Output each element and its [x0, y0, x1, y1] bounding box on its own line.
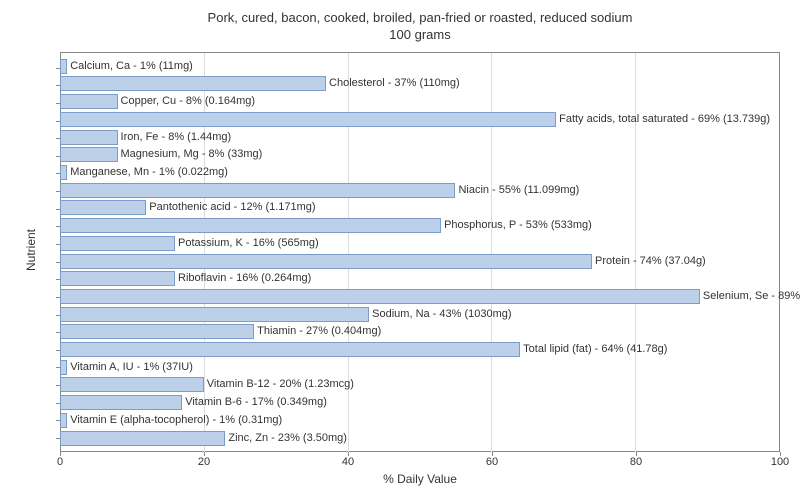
bar-row: Thiamin - 27% (0.404mg): [60, 324, 779, 339]
bar-label: Calcium, Ca - 1% (11mg): [70, 60, 193, 72]
bar-row: Vitamin B-6 - 17% (0.349mg): [60, 395, 779, 410]
bar-label: Zinc, Zn - 23% (3.50mg): [228, 432, 347, 444]
bar-row: Total lipid (fat) - 64% (41.78g): [60, 342, 779, 357]
bar: Total lipid (fat) - 64% (41.78g): [60, 342, 520, 357]
bar-row: Phosphorus, P - 53% (533mg): [60, 218, 779, 233]
bar: Vitamin A, IU - 1% (37IU): [60, 360, 67, 375]
x-tick-label: 100: [771, 456, 789, 468]
bar: Fatty acids, total saturated - 69% (13.7…: [60, 112, 556, 127]
bar-label: Thiamin - 27% (0.404mg): [257, 325, 381, 337]
bar: Manganese, Mn - 1% (0.022mg): [60, 165, 67, 180]
bar-label: Phosphorus, P - 53% (533mg): [444, 219, 592, 231]
bar-row: Copper, Cu - 8% (0.164mg): [60, 94, 779, 109]
bar-label: Pantothenic acid - 12% (1.171mg): [149, 201, 315, 213]
bar-label: Sodium, Na - 43% (1030mg): [372, 308, 511, 320]
y-axis-label: Nutrient: [24, 229, 38, 271]
x-axis-label: % Daily Value: [60, 472, 780, 486]
bar-row: Vitamin B-12 - 20% (1.23mcg): [60, 377, 779, 392]
bar-label: Vitamin A, IU - 1% (37IU): [70, 361, 193, 373]
bar-row: Protein - 74% (37.04g): [60, 254, 779, 269]
bar: Thiamin - 27% (0.404mg): [60, 324, 254, 339]
bar-label: Potassium, K - 16% (565mg): [178, 237, 319, 249]
title-line2: 100 grams: [389, 27, 450, 42]
bar: Niacin - 55% (11.099mg): [60, 183, 455, 198]
bar: Selenium, Se - 89% (62.0mcg): [60, 289, 700, 304]
chart-title: Pork, cured, bacon, cooked, broiled, pan…: [60, 10, 780, 44]
bar-label: Cholesterol - 37% (110mg): [329, 77, 460, 89]
bar-row: Calcium, Ca - 1% (11mg): [60, 59, 779, 74]
bar: Vitamin E (alpha-tocopherol) - 1% (0.31m…: [60, 413, 67, 428]
bar-row: Niacin - 55% (11.099mg): [60, 183, 779, 198]
bar-label: Niacin - 55% (11.099mg): [458, 184, 579, 196]
bar-label: Vitamin B-12 - 20% (1.23mcg): [207, 378, 354, 390]
bar-row: Cholesterol - 37% (110mg): [60, 76, 779, 91]
x-tick-label: 40: [342, 456, 354, 468]
bar-row: Selenium, Se - 89% (62.0mcg): [60, 289, 779, 304]
bar-row: Vitamin A, IU - 1% (37IU): [60, 360, 779, 375]
bar: Magnesium, Mg - 8% (33mg): [60, 147, 118, 162]
bar-row: Vitamin E (alpha-tocopherol) - 1% (0.31m…: [60, 413, 779, 428]
bar-label: Protein - 74% (37.04g): [595, 255, 706, 267]
bar-row: Riboflavin - 16% (0.264mg): [60, 271, 779, 286]
bar-label: Vitamin B-6 - 17% (0.349mg): [185, 396, 327, 408]
bar: Pantothenic acid - 12% (1.171mg): [60, 200, 146, 215]
bar: Cholesterol - 37% (110mg): [60, 76, 326, 91]
bar-label: Vitamin E (alpha-tocopherol) - 1% (0.31m…: [70, 414, 282, 426]
x-tick-label: 0: [57, 456, 63, 468]
bar: Iron, Fe - 8% (1.44mg): [60, 130, 118, 145]
bar-row: Zinc, Zn - 23% (3.50mg): [60, 431, 779, 446]
bar-row: Pantothenic acid - 12% (1.171mg): [60, 200, 779, 215]
x-tick-label: 60: [486, 456, 498, 468]
bar-row: Fatty acids, total saturated - 69% (13.7…: [60, 112, 779, 127]
bar: Protein - 74% (37.04g): [60, 254, 592, 269]
bar-label: Iron, Fe - 8% (1.44mg): [121, 131, 232, 143]
bar-label: Manganese, Mn - 1% (0.022mg): [70, 166, 228, 178]
bar-row: Iron, Fe - 8% (1.44mg): [60, 130, 779, 145]
bar-row: Magnesium, Mg - 8% (33mg): [60, 147, 779, 162]
bar-label: Copper, Cu - 8% (0.164mg): [121, 95, 256, 107]
bar: Calcium, Ca - 1% (11mg): [60, 59, 67, 74]
bars-group: Calcium, Ca - 1% (11mg) Cholesterol - 37%…: [60, 59, 779, 446]
bar-label: Fatty acids, total saturated - 69% (13.7…: [559, 113, 770, 125]
bar: Potassium, K - 16% (565mg): [60, 236, 175, 251]
bar-row: Sodium, Na - 43% (1030mg): [60, 307, 779, 322]
bar: Riboflavin - 16% (0.264mg): [60, 271, 175, 286]
title-line1: Pork, cured, bacon, cooked, broiled, pan…: [208, 10, 633, 25]
bar-label: Total lipid (fat) - 64% (41.78g): [523, 343, 667, 355]
bar: Sodium, Na - 43% (1030mg): [60, 307, 369, 322]
bar-label: Selenium, Se - 89% (62.0mcg): [703, 290, 800, 302]
bar: Phosphorus, P - 53% (533mg): [60, 218, 441, 233]
x-tick-label: 20: [198, 456, 210, 468]
bar-row: Manganese, Mn - 1% (0.022mg): [60, 165, 779, 180]
bar-label: Riboflavin - 16% (0.264mg): [178, 272, 311, 284]
x-tick-label: 80: [630, 456, 642, 468]
bar-label: Magnesium, Mg - 8% (33mg): [121, 148, 263, 160]
bar: Zinc, Zn - 23% (3.50mg): [60, 431, 225, 446]
bar: Vitamin B-6 - 17% (0.349mg): [60, 395, 182, 410]
bar: Vitamin B-12 - 20% (1.23mcg): [60, 377, 204, 392]
bar-row: Potassium, K - 16% (565mg): [60, 236, 779, 251]
x-ticks: 020406080100: [60, 452, 780, 470]
bar: Copper, Cu - 8% (0.164mg): [60, 94, 118, 109]
chart-container: Pork, cured, bacon, cooked, broiled, pan…: [0, 0, 800, 500]
plot-area: Calcium, Ca - 1% (11mg) Cholesterol - 37%…: [60, 52, 780, 452]
